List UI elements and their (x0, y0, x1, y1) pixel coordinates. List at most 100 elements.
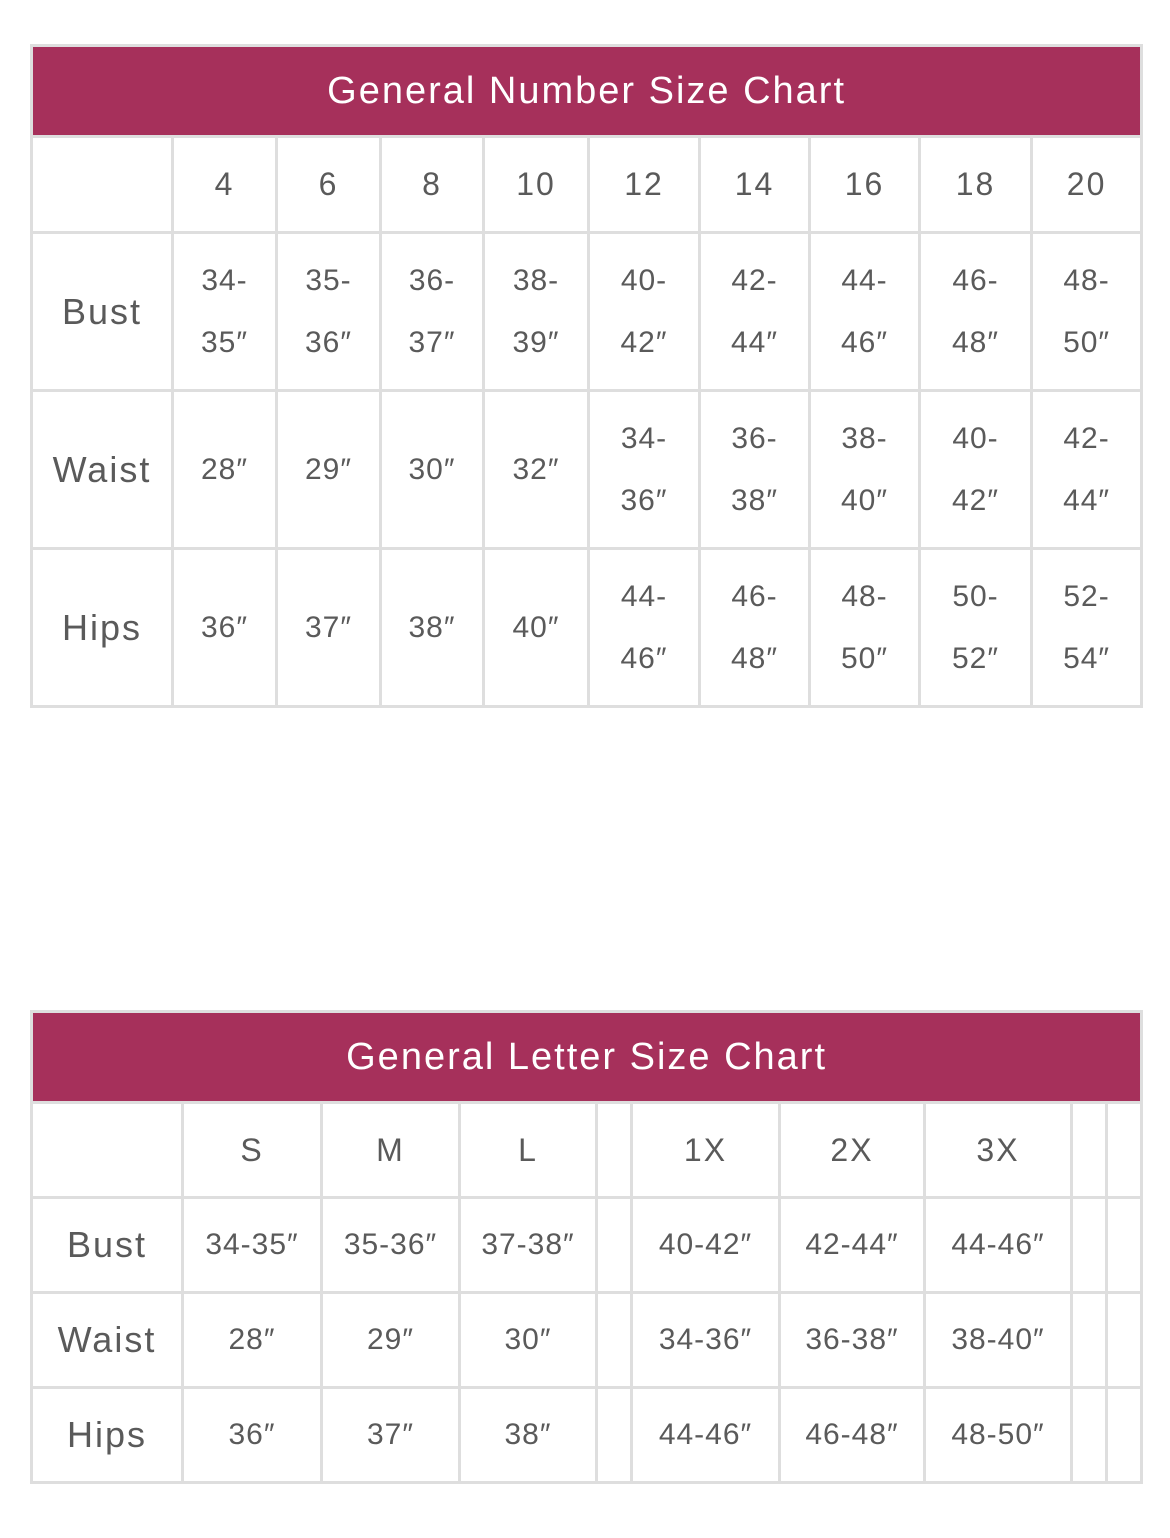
measurement-cell: 48-50″ (923, 1386, 1073, 1484)
measurement-cell: 34-36″ (630, 1291, 781, 1389)
number-chart-title: General Number Size Chart (29, 44, 1144, 138)
measurement-cell: 50-52″ (918, 547, 1033, 708)
table-row: Bust 34-35″ 35-36″ 36-37″ 38-39″ 40-42″ 42-44″… (30, 231, 1144, 392)
measurement-value: 38″ (504, 1418, 552, 1451)
measurement-value: 50-52″ (952, 579, 999, 675)
measurement-cell: 40″ (482, 547, 590, 708)
measurement-value: 44-46″ (658, 1418, 753, 1451)
measurement-value: 30″ (408, 452, 456, 486)
table-row: Hips 36″ 37″ 38″ 40″ 44-46″ 46-48″ 48-50″ 50-52″… (30, 547, 1144, 708)
measurement-cell: 48-50″ (808, 547, 921, 708)
measurement-value: 42-44″ (731, 263, 778, 359)
measurement-cell (1070, 1196, 1108, 1294)
size-header: 6 (275, 135, 382, 234)
letter-chart-title: General Letter Size Chart (29, 1010, 1144, 1104)
measurement-value: 44-46″ (620, 579, 668, 675)
measurement-value: 32″ (512, 452, 560, 486)
measurement-cell: 40-42″ (587, 231, 701, 392)
size-header: 1X (630, 1101, 781, 1199)
measurement-cell: 44-46″ (587, 547, 701, 708)
measurement-value: 46-48″ (952, 263, 999, 359)
measurement-cell (1104, 1196, 1144, 1294)
measurement-cell: 29″ (320, 1291, 461, 1389)
size-header: 16 (808, 135, 921, 234)
measurement-cell: 36-38″ (778, 1291, 926, 1389)
measurement-cell: 34-35″ (181, 1196, 323, 1294)
measurement-value: 44-46″ (841, 263, 888, 359)
measurement-cell: 32″ (482, 389, 590, 550)
measurement-value: 40″ (512, 610, 560, 644)
size-header (595, 1101, 633, 1199)
letter-size-chart: General Letter Size Chart S M L 1X 2X 3X Bust… (29, 1010, 1144, 1484)
measurement-cell: 38-39″ (482, 231, 590, 392)
measurement-value: 28″ (228, 1323, 276, 1356)
measurement-value: 40-42″ (620, 263, 668, 359)
measurement-cell: 48-50″ (1029, 231, 1144, 392)
measurement-cell (1070, 1291, 1108, 1389)
measurement-value: 34-35″ (205, 1228, 299, 1261)
size-header: 2X (778, 1101, 926, 1199)
measurement-value: 36-38″ (805, 1323, 899, 1356)
measurement-cell: 44-46″ (923, 1196, 1073, 1294)
measurement-value: 38-39″ (512, 263, 560, 359)
measurement-value: 36″ (201, 610, 248, 644)
measurement-value: 37″ (305, 610, 352, 644)
measurement-value: 46-48″ (731, 579, 778, 675)
measurement-value: 46-48″ (805, 1418, 899, 1451)
size-header: 10 (482, 135, 590, 234)
row-label: Waist (30, 389, 174, 550)
measurement-value: 34-36″ (658, 1323, 753, 1356)
measurement-cell: 40-42″ (630, 1196, 781, 1294)
measurement-value: 28″ (201, 452, 248, 486)
row-label: Waist (30, 1291, 184, 1389)
measurement-value: 37″ (367, 1418, 414, 1451)
measurement-cell (1104, 1386, 1144, 1484)
table-row: Bust 34-35″ 35-36″ 37-38″ 40-42″ 42-44″ 44-46″ (30, 1196, 1144, 1294)
measurement-value: 40-42″ (952, 421, 999, 517)
size-header: 12 (587, 135, 701, 234)
table-row: Waist 28″ 29″ 30″ 32″ 34-36″ 36-38″ 38-40″ 40-42… (30, 389, 1144, 550)
measurement-value: 36-37″ (408, 263, 456, 359)
size-header: S (181, 1101, 323, 1199)
measurement-cell: 46-48″ (698, 547, 811, 708)
size-header: 18 (918, 135, 1033, 234)
measurement-cell: 29″ (275, 389, 382, 550)
measurement-value: 37-38″ (481, 1228, 575, 1261)
size-header: 3X (923, 1101, 1073, 1199)
measurement-cell: 40-42″ (918, 389, 1033, 550)
measurement-cell (595, 1386, 633, 1484)
size-header: 14 (698, 135, 811, 234)
measurement-cell: 37″ (275, 547, 382, 708)
measurement-cell: 52-54″ (1029, 547, 1144, 708)
measurement-value: 48-50″ (951, 1418, 1045, 1451)
measurement-cell: 34-35″ (171, 231, 278, 392)
measurement-cell: 37″ (320, 1386, 461, 1484)
measurement-cell: 30″ (379, 389, 485, 550)
measurement-value: 52-54″ (1063, 579, 1111, 675)
corner-cell (30, 135, 174, 234)
size-header: 4 (171, 135, 278, 234)
measurement-cell: 38″ (458, 1386, 598, 1484)
size-header: L (458, 1101, 598, 1199)
measurement-cell: 38″ (379, 547, 485, 708)
measurement-cell: 44-46″ (808, 231, 921, 392)
size-header: M (320, 1101, 461, 1199)
measurement-cell: 46-48″ (918, 231, 1033, 392)
measurement-cell: 28″ (181, 1291, 323, 1389)
row-label: Hips (30, 1386, 184, 1484)
measurement-value: 42-44″ (805, 1228, 899, 1261)
measurement-cell (1104, 1291, 1144, 1389)
number-size-chart: General Number Size Chart 4 6 8 10 12 14 16 18 2… (29, 44, 1144, 708)
measurement-cell: 46-48″ (778, 1386, 926, 1484)
size-header: 8 (379, 135, 485, 234)
measurement-cell (595, 1291, 633, 1389)
measurement-cell: 36″ (171, 547, 278, 708)
measurement-value: 42-44″ (1063, 421, 1111, 517)
table-row: Hips 36″ 37″ 38″ 44-46″ 46-48″ 48-50″ (30, 1386, 1144, 1484)
measurement-value: 36-38″ (731, 421, 778, 517)
measurement-cell: 44-46″ (630, 1386, 781, 1484)
measurement-value: 36″ (228, 1418, 276, 1451)
measurement-cell: 35-36″ (275, 231, 382, 392)
measurement-value: 29″ (367, 1323, 414, 1356)
measurement-cell: 38-40″ (923, 1291, 1073, 1389)
